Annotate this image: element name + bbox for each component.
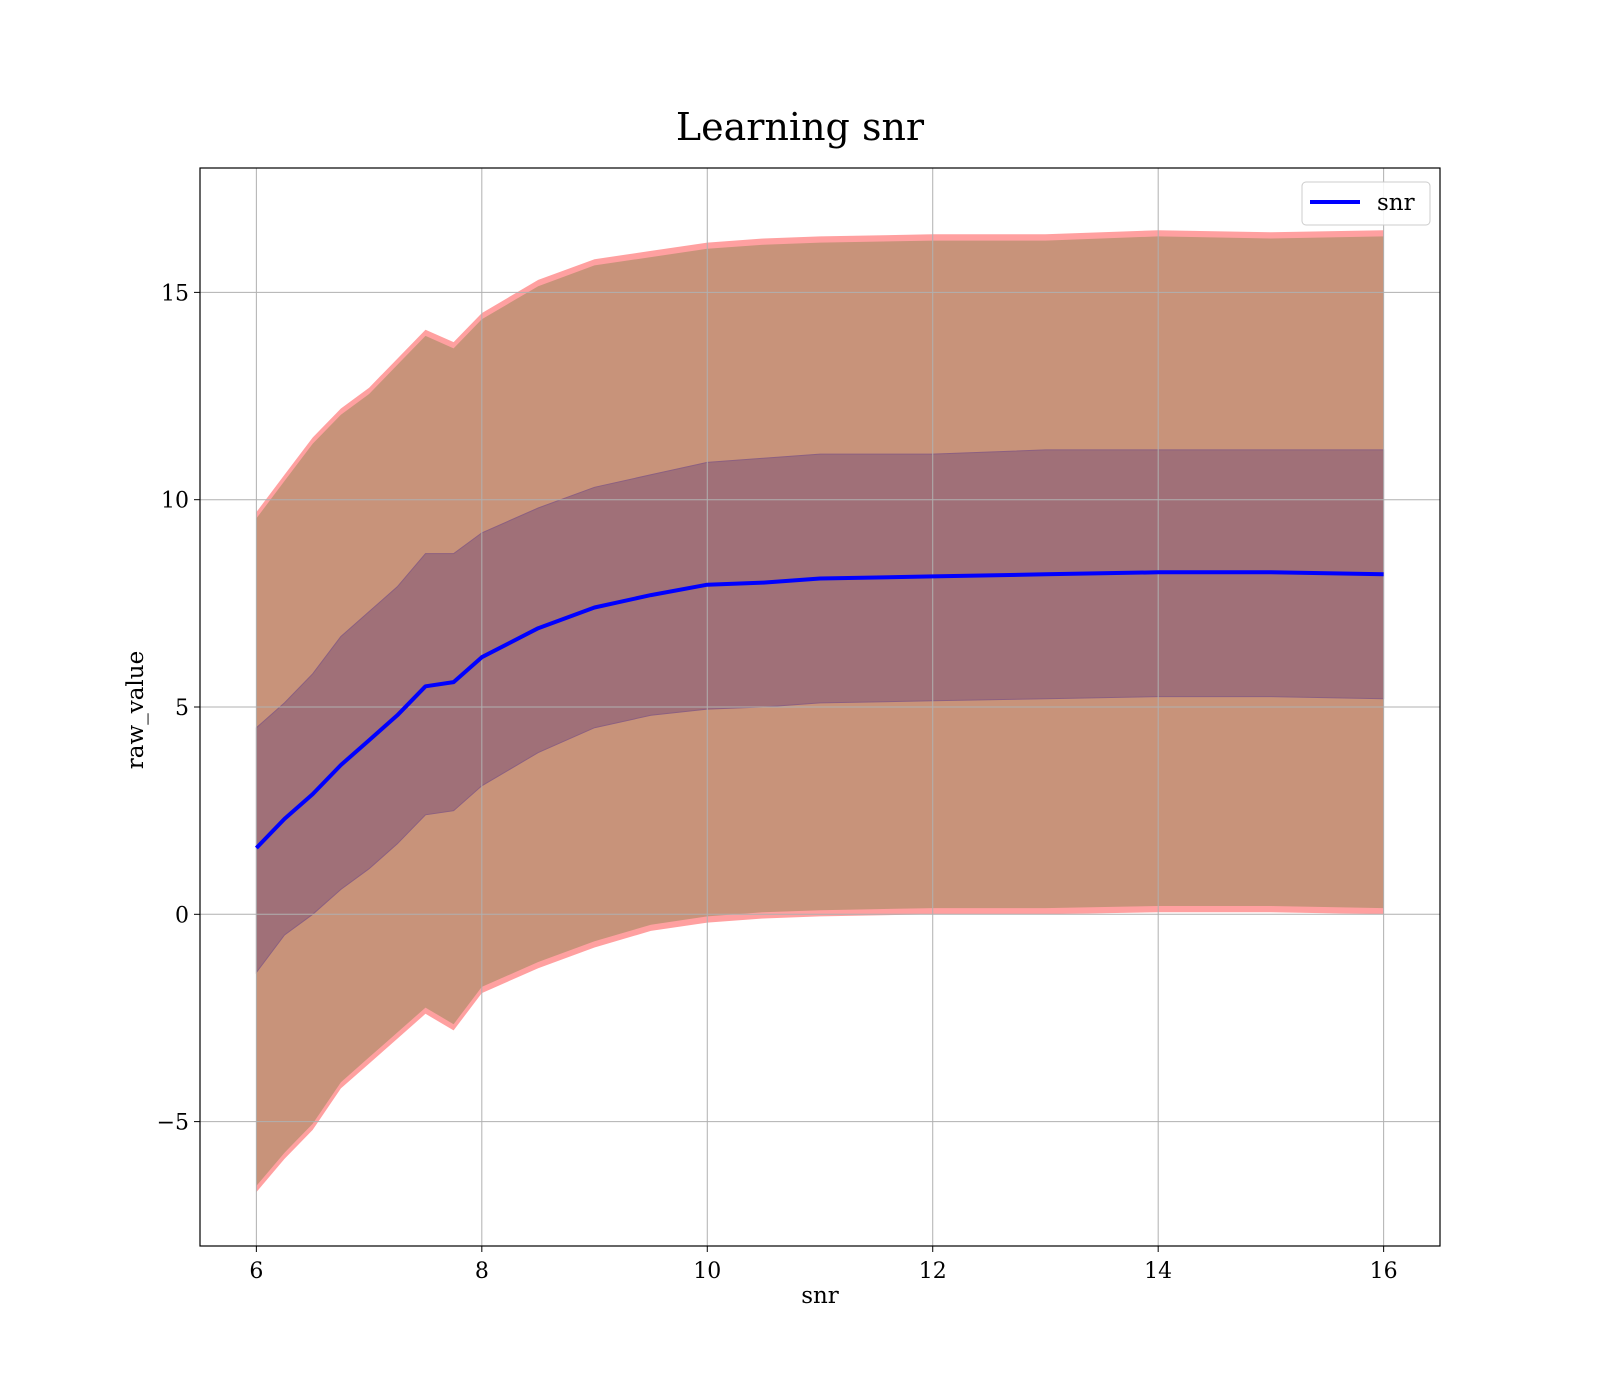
x-tick-label: 14 <box>1144 1259 1172 1284</box>
legend-box <box>1301 181 1431 226</box>
y-tick-label: 15 <box>161 281 189 306</box>
x-tick-label: 16 <box>1370 1259 1398 1284</box>
y-tick-label: 5 <box>175 696 189 721</box>
legend-label-snr: snr <box>1377 190 1415 216</box>
x-tick-label: 8 <box>475 1259 489 1284</box>
x-axis-ticks: 6 8 10 12 14 16 <box>249 1246 1398 1284</box>
legend: snr <box>1301 181 1431 226</box>
y-tick-label: −5 <box>157 1111 189 1136</box>
y-tick-label: 10 <box>161 489 189 514</box>
plot-area <box>199 167 1441 1247</box>
y-axis-ticks: −5 0 5 10 15 <box>157 281 200 1136</box>
series-line-snr <box>254 570 1384 850</box>
y-axis-label: raw_value <box>123 651 149 769</box>
x-axis-label: snr <box>801 1283 839 1309</box>
x-tick-label: 10 <box>693 1259 721 1284</box>
bands <box>255 230 1385 1193</box>
x-tick-label: 12 <box>919 1259 947 1284</box>
y-tick-label: 0 <box>175 903 189 928</box>
chart-title: Learning snr <box>676 105 925 149</box>
x-tick-label: 6 <box>249 1259 263 1284</box>
mean-series <box>254 570 1384 850</box>
